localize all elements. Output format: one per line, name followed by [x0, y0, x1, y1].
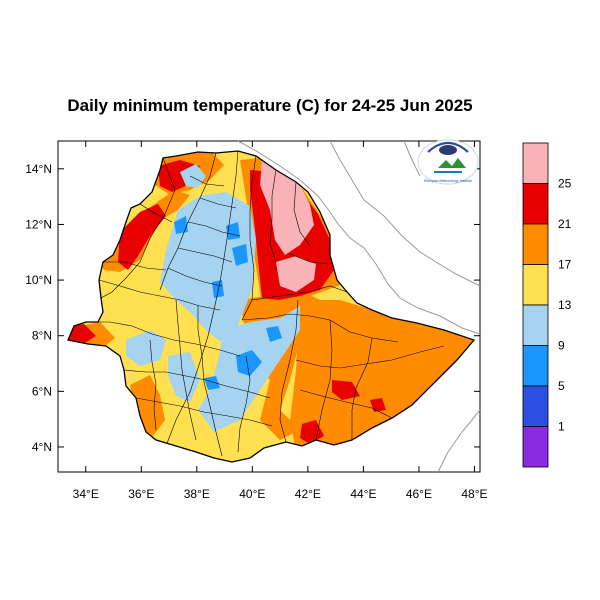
legend-label: 25 — [558, 177, 572, 191]
lat-tick-label: 6°N — [32, 384, 52, 398]
legend-swatch — [522, 223, 549, 265]
plot-frame — [57, 140, 481, 473]
svg-text:Ethiopian Meteorology Institut: Ethiopian Meteorology Institute — [424, 179, 472, 183]
legend-label: 13 — [558, 298, 572, 312]
lat-tick-label: 4°N — [32, 440, 52, 454]
legend-swatch — [522, 426, 549, 468]
temperature-field — [68, 151, 474, 462]
legend-swatch — [522, 304, 549, 346]
lon-tick-label: 36°E — [128, 487, 154, 501]
legend-swatch — [522, 345, 549, 387]
legend-label: 5 — [558, 379, 565, 393]
legend-label: 17 — [558, 258, 572, 272]
lon-tick-label: 48°E — [461, 487, 487, 501]
admin-boundaries — [86, 151, 445, 457]
legend-label: 9 — [558, 339, 565, 353]
legend-swatch — [522, 264, 549, 306]
lat-tick-label: 8°N — [32, 329, 52, 343]
legend-label: 21 — [558, 217, 572, 231]
lat-tick-label: 10°N — [25, 273, 52, 287]
legend-swatch — [522, 385, 549, 427]
latitude-axis: 14°N 12°N 10°N 8°N 6°N 4°N — [25, 162, 480, 454]
lon-tick-label: 46°E — [406, 487, 432, 501]
legend-swatch — [522, 142, 549, 184]
lon-tick-label: 38°E — [184, 487, 210, 501]
lat-tick-label: 12°N — [25, 217, 52, 231]
ethiopian-meteorology-institute-logo: Ethiopian Meteorology Institute — [417, 139, 479, 185]
legend-swatch — [522, 183, 549, 225]
lon-tick-label: 42°E — [295, 487, 321, 501]
map-title: Daily minimum temperature (C) for 24-25 … — [67, 96, 473, 115]
longitude-axis: 34°E 36°E 38°E 40°E 42°E 44°E 46°E 48°E — [73, 141, 488, 501]
neighbor-coastline — [237, 140, 481, 473]
lon-tick-label: 34°E — [73, 487, 99, 501]
country-outline — [67, 150, 476, 463]
lon-tick-label: 44°E — [350, 487, 376, 501]
temperature-legend: 25 21 17 13 9 5 1 — [522, 142, 572, 468]
legend-label: 1 — [558, 420, 565, 434]
lat-tick-label: 14°N — [25, 162, 52, 176]
lon-tick-label: 40°E — [239, 487, 265, 501]
